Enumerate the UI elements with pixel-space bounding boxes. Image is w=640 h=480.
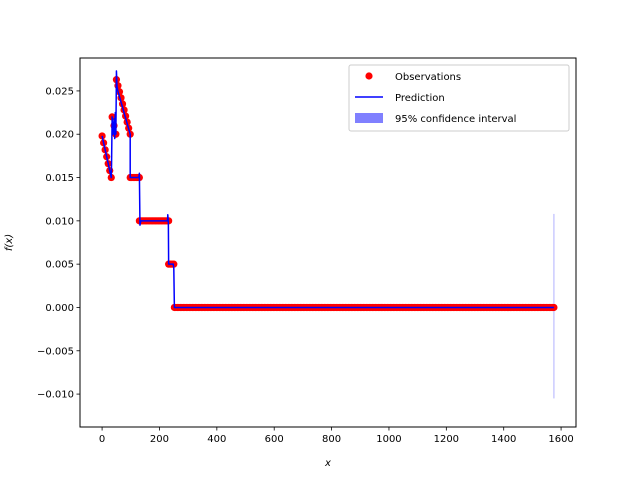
x-tick-label: 1000 <box>376 434 401 445</box>
legend-confidence-label: 95% confidence interval <box>395 114 516 125</box>
x-tick-label: 0 <box>99 434 105 445</box>
x-tick-label: 1600 <box>548 434 573 445</box>
y-tick-label: −0.010 <box>37 390 74 401</box>
x-tick-label: 800 <box>322 434 341 445</box>
prediction-layer <box>101 70 554 309</box>
y-tick-label: 0.020 <box>45 130 74 141</box>
y-tick-label: 0.005 <box>45 260 74 271</box>
legend-observations-marker <box>365 72 373 80</box>
plot-frame <box>79 57 577 428</box>
legend-confidence-patch <box>355 113 383 123</box>
observation-point <box>550 303 558 312</box>
x-tick-label: 200 <box>150 434 169 445</box>
legend: Observations Prediction 95% confidence i… <box>348 64 570 132</box>
x-tick-label: 1200 <box>434 434 459 445</box>
x-axis-ticks: 0 200 400 600 800 1000 1200 1400 1600 <box>99 427 574 445</box>
legend-observations-label: Observations <box>395 72 461 83</box>
y-tick-label: 0.000 <box>45 303 74 314</box>
prediction-line <box>101 70 554 309</box>
legend-prediction-label: Prediction <box>395 93 445 104</box>
y-tick-label: −0.005 <box>37 346 74 357</box>
x-tick-label: 600 <box>265 434 284 445</box>
y-axis-label: f(x) <box>4 234 15 251</box>
y-axis-ticks: −0.010 −0.005 0.000 0.005 0.010 0.015 0.020 0.0… <box>37 86 80 401</box>
x-tick-label: 1400 <box>491 434 516 445</box>
x-tick-label: 400 <box>207 434 226 445</box>
observation-point <box>98 132 106 140</box>
legend-box <box>348 64 570 132</box>
y-tick-label: 0.015 <box>45 173 74 184</box>
y-tick-label: 0.025 <box>45 86 74 97</box>
y-tick-label: 0.010 <box>45 216 74 227</box>
x-axis-label: x <box>324 458 331 469</box>
